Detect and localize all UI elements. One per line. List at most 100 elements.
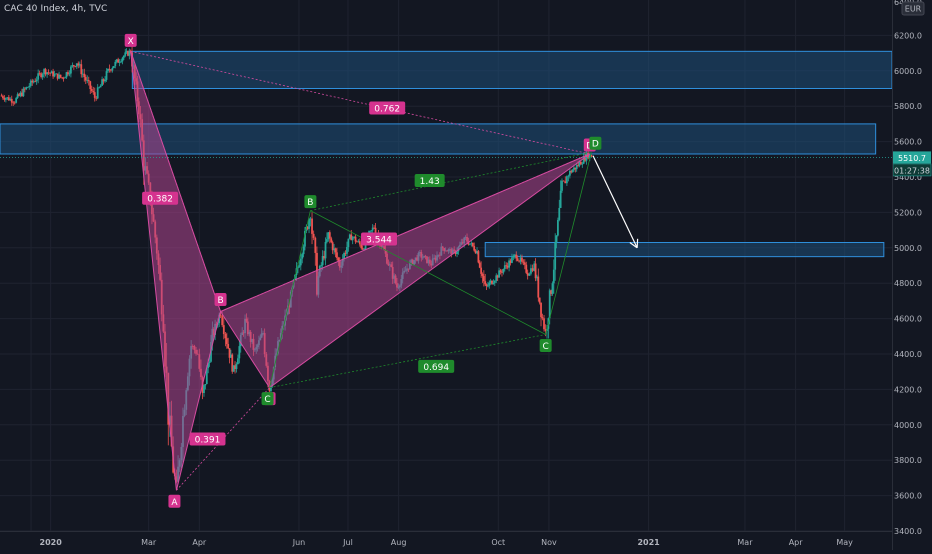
candle-body xyxy=(314,238,316,253)
candle-body xyxy=(494,281,496,283)
candle-body xyxy=(303,247,305,255)
green-point-label-c-text: C xyxy=(543,342,549,352)
ratio-label: 0.391 xyxy=(189,432,225,445)
candle-body xyxy=(512,256,514,258)
candle-body xyxy=(225,334,227,338)
candle-body xyxy=(473,246,475,250)
supply-zone xyxy=(485,242,884,256)
candle-body xyxy=(500,270,502,272)
price-tick-label: 6200.0 xyxy=(894,31,922,40)
ratio-label: 0.694 xyxy=(418,360,454,373)
ratio-label: 0.382 xyxy=(142,192,178,205)
price-scale-separator xyxy=(892,0,893,550)
candle-body xyxy=(524,263,526,265)
candle-body xyxy=(330,238,332,242)
candle-body xyxy=(226,338,228,344)
time-tick-label: Apr xyxy=(789,538,804,547)
time-tick-label: Mar xyxy=(141,538,157,547)
candle-body xyxy=(64,77,66,78)
ratio-label: 3.544 xyxy=(361,232,397,245)
candle-body xyxy=(94,92,96,98)
candle-body xyxy=(238,346,240,358)
candle-body xyxy=(515,255,517,259)
chart-title: CAC 40 Index, 4h, TVC xyxy=(4,4,107,14)
candle-body xyxy=(472,243,474,246)
candle-body xyxy=(487,286,489,287)
point-label-x-text: X xyxy=(128,37,134,47)
candle-body xyxy=(558,208,560,220)
candle-body xyxy=(227,344,229,348)
candle-body xyxy=(543,318,545,329)
point-label-b: B xyxy=(215,293,227,306)
candle-body xyxy=(525,265,527,273)
candle-body xyxy=(5,98,7,99)
candle-body xyxy=(92,91,94,92)
candle-body xyxy=(521,258,523,262)
candle-body xyxy=(91,89,93,91)
candle-body xyxy=(502,269,504,273)
candle-body xyxy=(359,241,361,244)
candle-body xyxy=(563,181,565,182)
price-tick-label: 5200.0 xyxy=(894,208,922,217)
supply-zone xyxy=(132,51,892,88)
candle-body xyxy=(69,73,71,74)
price-tick-label: 5800.0 xyxy=(894,102,922,111)
price-tick-label: 5600.0 xyxy=(894,138,922,147)
green-point-label-b: B xyxy=(304,195,316,208)
candle-body xyxy=(89,81,91,89)
time-tick-label: 2020 xyxy=(40,538,63,547)
candle-body xyxy=(119,62,121,63)
candle-body xyxy=(564,181,566,183)
candle-body xyxy=(482,274,484,276)
candle-body xyxy=(486,284,488,286)
ratio-label-text: 1.43 xyxy=(420,177,440,187)
candle-body xyxy=(313,234,315,238)
candle-body xyxy=(492,283,494,284)
candle-body xyxy=(335,248,337,252)
candle-body xyxy=(355,237,357,242)
time-tick-label: Nov xyxy=(541,538,557,547)
candle-body xyxy=(479,263,481,268)
candle-body xyxy=(73,65,75,66)
time-tick-label: Apr xyxy=(192,538,207,547)
candle-body xyxy=(54,74,56,76)
candle-body xyxy=(124,52,126,55)
candle-body xyxy=(511,258,513,263)
time-tick-label: May xyxy=(836,538,853,547)
candle-body xyxy=(346,247,348,254)
candle-body xyxy=(104,80,106,81)
candle-body xyxy=(310,219,312,220)
price-tick-label: 4600.0 xyxy=(894,315,922,324)
candle-body xyxy=(527,273,529,276)
price-tick-label: 4800.0 xyxy=(894,279,922,288)
candle-body xyxy=(209,362,211,363)
candle-body xyxy=(36,80,38,82)
ratio-label: 1.43 xyxy=(415,174,445,187)
candle-body xyxy=(223,325,225,334)
candle-body xyxy=(553,270,555,284)
candle-body xyxy=(109,69,111,70)
candle-body xyxy=(236,364,238,369)
candle-body xyxy=(98,87,100,88)
candle-body xyxy=(114,62,116,66)
candle-body xyxy=(488,283,490,286)
candle-body xyxy=(34,81,36,82)
time-tick-label: 2021 xyxy=(637,538,660,547)
candles-group xyxy=(1,44,593,483)
candle-body xyxy=(549,290,551,318)
candle-body xyxy=(15,98,17,103)
candle-body xyxy=(572,170,574,172)
candle-body xyxy=(560,191,562,208)
candle-body xyxy=(581,164,583,165)
candle-body xyxy=(42,74,44,77)
candle-body xyxy=(556,235,558,242)
candle-body xyxy=(484,281,486,284)
time-tick-label: Jun xyxy=(292,538,306,547)
time-scale-separator xyxy=(0,531,892,532)
green-point-label-b-text: B xyxy=(307,198,313,208)
ratio-label: 0.762 xyxy=(369,101,405,114)
point-label-b-text: B xyxy=(217,296,223,306)
candle-body xyxy=(557,220,559,236)
